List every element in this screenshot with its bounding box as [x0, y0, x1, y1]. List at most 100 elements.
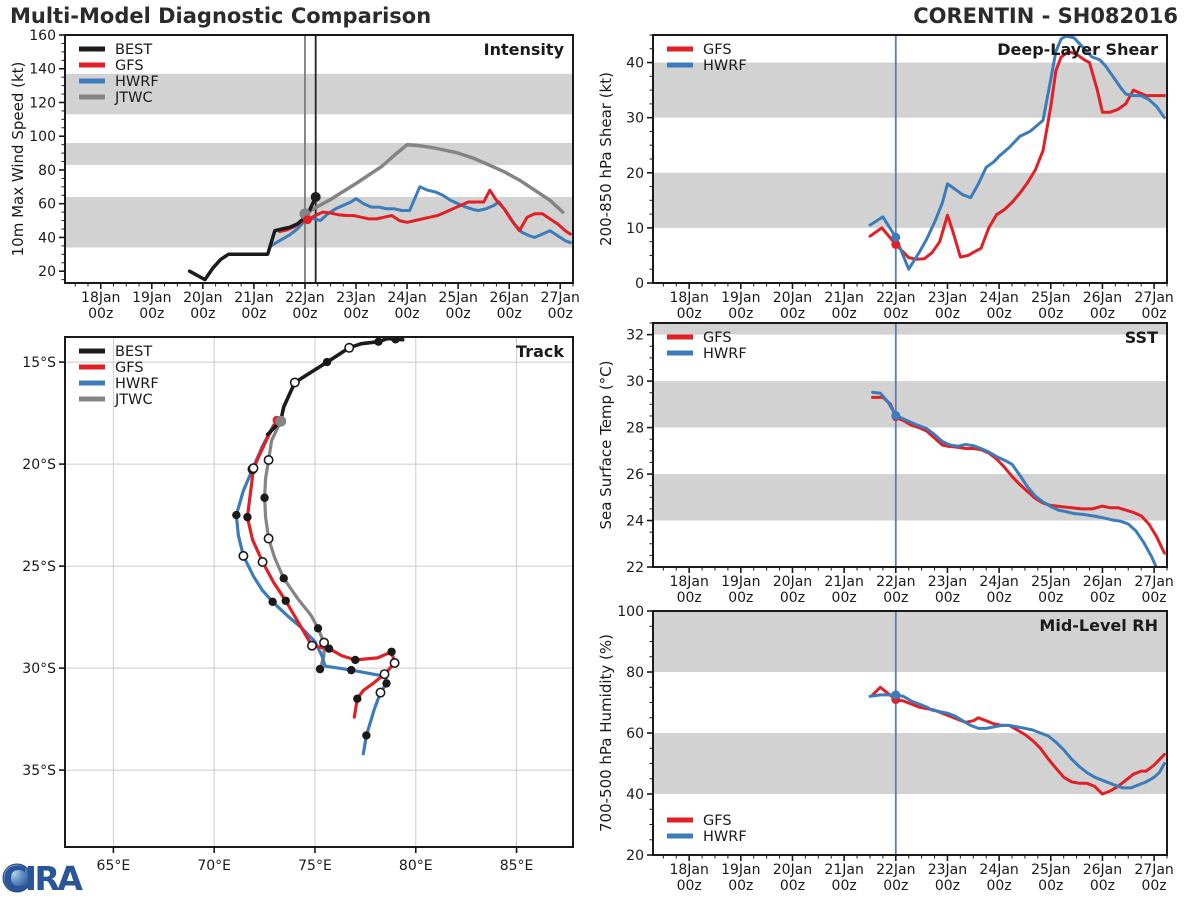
- x-tick-label: 27Jan: [1134, 862, 1173, 878]
- x-tick-sublabel: 00z: [935, 306, 960, 322]
- x-tick-sublabel: 00z: [987, 878, 1012, 894]
- x-tick-sublabel: 00z: [677, 306, 702, 322]
- x-tick-sublabel: 00z: [1141, 878, 1166, 894]
- lat-tick-label: 15°S: [22, 355, 56, 371]
- sst-hwrf-line: [871, 390, 1158, 567]
- legend-item-best: BEST: [79, 42, 152, 58]
- x-tick-label: 26Jan: [489, 290, 528, 306]
- x-tick-sublabel: 00z: [1090, 590, 1115, 606]
- x-tick-sublabel: 00z: [987, 306, 1012, 322]
- x-tick-label: 24Jan: [979, 290, 1018, 306]
- x-tick-sublabel: 00z: [394, 306, 419, 322]
- lon-tick-label: 80°E: [399, 858, 433, 874]
- panel-label-sst: SST: [1125, 328, 1158, 347]
- lon-tick-label: 65°E: [97, 858, 131, 874]
- panel-border: [652, 322, 1168, 568]
- x-tick-label: 18Jan: [669, 862, 708, 878]
- y-tick-label: 10: [626, 221, 644, 237]
- legend-label-hwrf: HWRF: [703, 58, 747, 74]
- panel-label-track: Track: [516, 342, 564, 361]
- marker-open-gfs: [257, 557, 268, 568]
- x-tick-label: 18Jan: [669, 574, 708, 590]
- x-tick-sublabel: 00z: [1038, 590, 1063, 606]
- x-tick-sublabel: 00z: [1141, 590, 1166, 606]
- x-tick-sublabel: 00z: [88, 306, 113, 322]
- page-title: Multi-Model Diagnostic Comparison: [10, 4, 432, 28]
- panel-rh: 18Jan00z19Jan00z20Jan00z21Jan00z22Jan00z…: [597, 604, 1174, 894]
- x-tick-sublabel: 00z: [935, 878, 960, 894]
- marker-filled-jtwc: [260, 493, 269, 502]
- x-tick-sublabel: 00z: [935, 590, 960, 606]
- marker-filled-jtwc: [315, 664, 325, 674]
- y-axis: 20 40 60 80 100: [617, 604, 653, 864]
- y-tick-label: 0: [635, 276, 644, 292]
- legend-label-gfs: GFS: [703, 330, 732, 346]
- x-tick-label: 25Jan: [1031, 290, 1070, 306]
- track-gfs-line: [245, 418, 397, 719]
- y-axis-title-intensity: 10m Max Wind Speed (kt): [9, 62, 27, 257]
- legend-label-gfs: GFS: [115, 360, 144, 376]
- shaded-bands: [653, 62, 1167, 228]
- legend-label-jtwc: JTWC: [114, 90, 153, 106]
- legend-label-gfs: GFS: [703, 42, 732, 58]
- panel-label-intensity: Intensity: [484, 40, 565, 59]
- legend-label-hwrf: HWRF: [703, 346, 747, 362]
- legend-item-hwrf: HWRF: [667, 346, 747, 362]
- x-tick-label: 19Jan: [721, 862, 760, 878]
- map-axes: 65°E 70°E 75°E 80°E 85°E 15°S 20°S 25°S 30°S 35°S: [22, 355, 533, 874]
- marker-filled-jtwc: [279, 574, 288, 583]
- band: [653, 474, 1167, 521]
- y-tick-label: 22: [626, 560, 644, 576]
- y-tick-label: 20: [38, 264, 56, 280]
- panel-label-rh: Mid-Level RH: [1039, 616, 1158, 635]
- y-tick-label: 24: [626, 514, 644, 530]
- x-tick-label: 22Jan: [285, 290, 324, 306]
- x-tick-label: 26Jan: [1083, 574, 1122, 590]
- legend-item-hwrf: HWRF: [79, 376, 159, 392]
- rh-gfs-line: [871, 685, 1166, 796]
- x-tick-sublabel: 00z: [728, 306, 753, 322]
- marker-filled-gfs: [243, 512, 252, 522]
- y-axis: 22 24 26 28 30 32: [626, 322, 653, 576]
- y-tick-label: 100: [617, 604, 644, 620]
- cira-logo: CIRA: [2, 854, 102, 900]
- legend-label-hwrf: HWRF: [115, 74, 159, 90]
- shaded-bands: [65, 73, 573, 248]
- x-tick-label: 21Jan: [234, 290, 273, 306]
- y-tick-label: 160: [29, 28, 56, 44]
- x-tick-label: 19Jan: [132, 290, 171, 306]
- series-lines: [871, 390, 1166, 567]
- legend-label-hwrf: HWRF: [703, 829, 747, 845]
- y-tick-label: 26: [626, 467, 644, 483]
- x-tick-label: 19Jan: [721, 574, 760, 590]
- legend-label-best: BEST: [115, 344, 152, 360]
- x-tick-sublabel: 00z: [677, 878, 702, 894]
- x-tick-sublabel: 00z: [548, 306, 573, 322]
- legend-label-gfs: GFS: [115, 58, 144, 74]
- marker-filled-best: [391, 337, 400, 344]
- lat-tick-label: 30°S: [22, 661, 56, 677]
- track-jtwc-line: [263, 419, 326, 671]
- y-tick-label: 40: [626, 56, 644, 72]
- series-lines: [187, 142, 572, 282]
- x-tick-sublabel: 00z: [832, 306, 857, 322]
- x-tick-label: 20Jan: [773, 862, 812, 878]
- shear-hwrf-line: [868, 35, 1166, 271]
- lat-tick-label: 25°S: [22, 559, 56, 575]
- x-tick-label: 22Jan: [876, 574, 915, 590]
- marker-open-jtwc: [263, 455, 274, 466]
- marker-open-best: [289, 377, 300, 388]
- x-tick-label: 23Jan: [928, 862, 967, 878]
- x-tick-label: 27Jan: [541, 290, 580, 306]
- y-tick-label: 30: [626, 374, 644, 390]
- x-tick-label: 24Jan: [979, 574, 1018, 590]
- series-lines: [868, 685, 1166, 796]
- cira-logo-graphic: CIRA: [2, 859, 92, 898]
- x-tick-sublabel: 00z: [1090, 878, 1115, 894]
- y-axis: 0 10 20 30 40: [626, 34, 653, 292]
- x-tick-sublabel: 00z: [190, 306, 215, 322]
- init-dot: [891, 690, 901, 700]
- panel-border: [64, 34, 574, 284]
